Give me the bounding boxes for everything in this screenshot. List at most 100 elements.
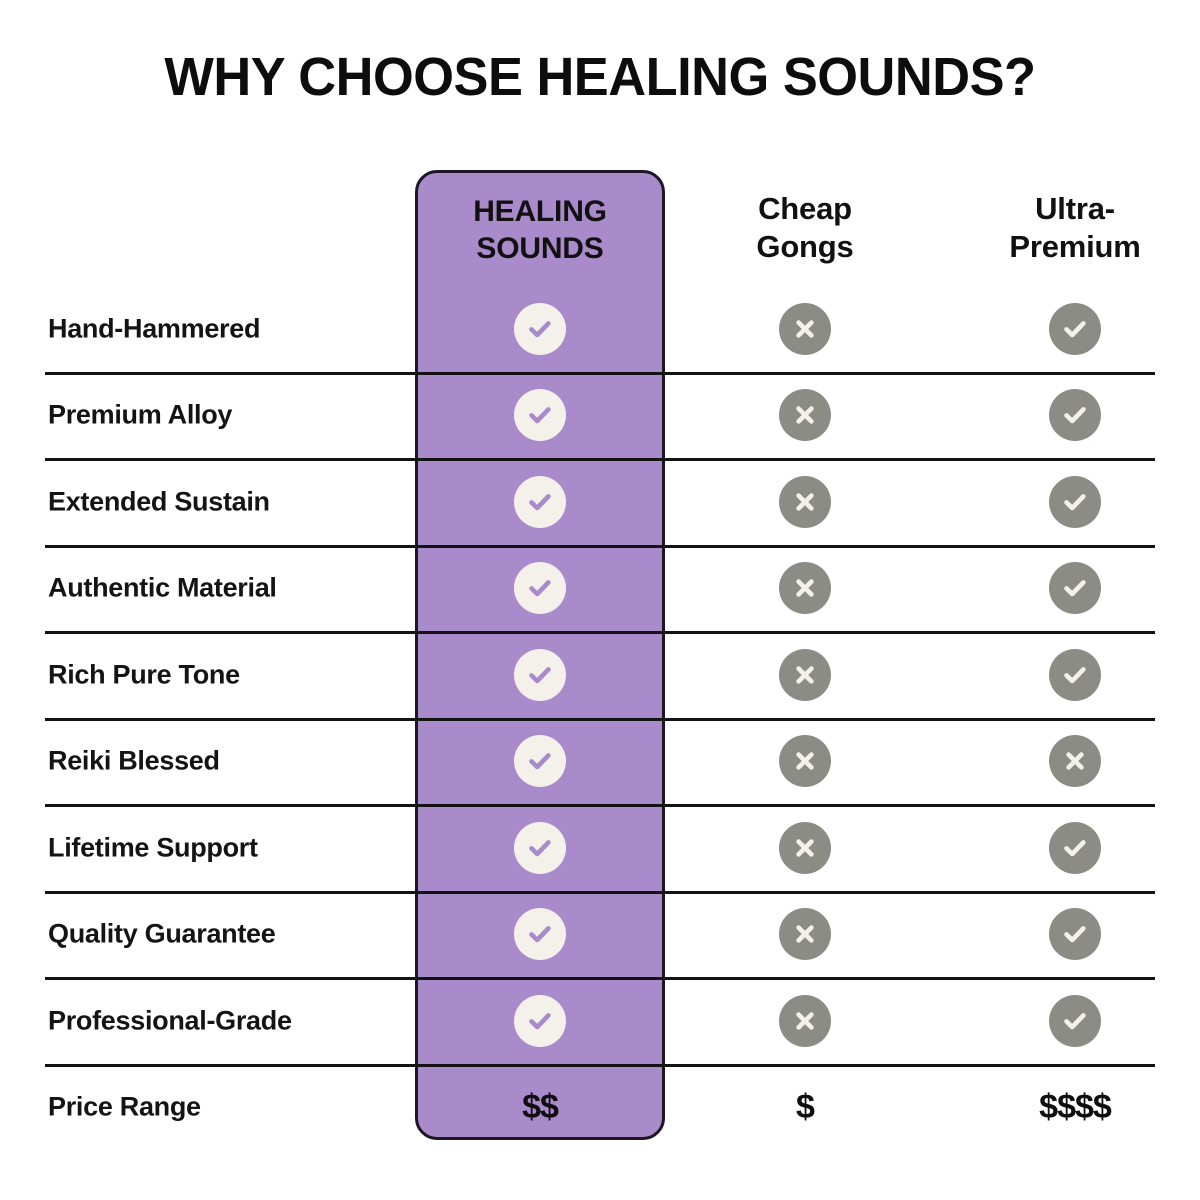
check-icon [1049, 302, 1101, 355]
table-row: Hand-Hammered [0, 288, 1200, 369]
cross-icon [779, 648, 831, 701]
cell-ultra-premium: $$$$ [950, 1067, 1200, 1148]
cell-cheap-gongs [680, 634, 930, 715]
row-divider [45, 890, 1155, 894]
cell-healing-sounds: $$ [415, 1067, 665, 1148]
column-header-line1: Cheap [758, 191, 852, 226]
cell-cheap-gongs [680, 548, 930, 629]
cell-healing-sounds [415, 548, 665, 629]
cell-ultra-premium [950, 634, 1200, 715]
cell-healing-sounds [415, 894, 665, 975]
row-label: Professional-Grade [48, 1005, 292, 1035]
row-divider [45, 977, 1155, 980]
cross-icon [779, 302, 831, 355]
row-label: Lifetime Support [48, 832, 258, 862]
check-icon [1049, 908, 1101, 960]
cross-icon [779, 908, 831, 960]
check-icon [1049, 562, 1101, 614]
column-header-cheap-gongs: Cheap Gongs [680, 190, 930, 266]
table-row: Quality Guarantee [0, 890, 1200, 975]
cross-icon [779, 389, 831, 441]
table-row: Price Range $$ $ $$$$ [0, 1063, 1200, 1148]
cell-ultra-premium [950, 980, 1200, 1061]
cell-cheap-gongs: $ [680, 1067, 930, 1148]
row-label: Extended Sustain [48, 486, 270, 516]
cell-cheap-gongs [680, 288, 930, 369]
check-icon [514, 562, 566, 614]
cross-icon [779, 994, 831, 1047]
table-row: Professional-Grade [0, 977, 1200, 1061]
row-divider [45, 804, 1155, 807]
cross-icon [779, 821, 831, 874]
cross-icon [779, 562, 831, 614]
column-header-line2: SOUNDS [476, 231, 604, 265]
row-label: Hand-Hammered [48, 313, 261, 343]
cell-healing-sounds [415, 980, 665, 1061]
cell-healing-sounds [415, 721, 665, 802]
row-label: Authentic Material [48, 572, 277, 603]
table-row: Rich Pure Tone [0, 631, 1200, 715]
column-header-ultra-premium: Ultra- Premium [950, 190, 1200, 266]
cell-cheap-gongs [680, 894, 930, 975]
cell-cheap-gongs [680, 807, 930, 888]
check-icon [1049, 475, 1101, 528]
cell-healing-sounds [415, 807, 665, 888]
price-value: $ [796, 1087, 815, 1126]
check-icon [514, 648, 566, 701]
table-row: Extended Sustain [0, 458, 1200, 542]
row-divider [45, 371, 1155, 375]
row-divider [45, 544, 1155, 548]
row-label: Premium Alloy [48, 399, 233, 430]
cross-icon [1049, 735, 1101, 787]
check-icon [514, 475, 566, 528]
cell-healing-sounds [415, 288, 665, 369]
check-icon [1049, 389, 1101, 441]
check-icon [1049, 994, 1101, 1047]
table-row: Premium Alloy [0, 371, 1200, 456]
row-divider [45, 717, 1155, 721]
cross-icon [779, 475, 831, 528]
check-icon [514, 821, 566, 874]
check-icon [514, 908, 566, 960]
table-row: Lifetime Support [0, 804, 1200, 888]
cell-healing-sounds [415, 461, 665, 542]
column-header-line2: Gongs [756, 228, 854, 264]
price-value: $$$$ [1039, 1087, 1112, 1126]
cross-icon [779, 735, 831, 787]
row-label: Rich Pure Tone [48, 659, 240, 689]
row-divider [45, 458, 1155, 461]
column-header-line1: HEALING [473, 195, 607, 228]
table-row: Reiki Blessed [0, 717, 1200, 802]
row-label: Reiki Blessed [48, 745, 220, 776]
page-title: WHY CHOOSE HEALING SOUNDS? [164, 47, 1036, 107]
check-icon [514, 302, 566, 355]
cell-ultra-premium [950, 375, 1200, 456]
cell-cheap-gongs [680, 980, 930, 1061]
check-icon [1049, 648, 1101, 701]
cell-cheap-gongs [680, 721, 930, 802]
row-label: Quality Guarantee [48, 918, 276, 949]
column-header-healing-sounds: HEALING SOUNDS [415, 194, 665, 267]
column-header-line2: Premium [1009, 228, 1141, 264]
row-divider [45, 1063, 1155, 1067]
cell-ultra-premium [950, 461, 1200, 542]
price-value: $$ [522, 1087, 559, 1126]
table-row: Authentic Material [0, 544, 1200, 629]
cell-cheap-gongs [680, 375, 930, 456]
cell-ultra-premium [950, 807, 1200, 888]
cell-ultra-premium [950, 721, 1200, 802]
check-icon [514, 994, 566, 1047]
cell-ultra-premium [950, 288, 1200, 369]
check-icon [514, 735, 566, 787]
row-divider [45, 631, 1155, 634]
row-label: Price Range [48, 1091, 201, 1122]
check-icon [514, 389, 566, 441]
table-header-row: HEALING SOUNDS Cheap Gongs Ultra- Premiu… [0, 178, 1200, 278]
cell-ultra-premium [950, 548, 1200, 629]
column-header-line1: Ultra- [1035, 191, 1115, 226]
cell-healing-sounds [415, 634, 665, 715]
cell-cheap-gongs [680, 461, 930, 542]
check-icon [1049, 821, 1101, 874]
